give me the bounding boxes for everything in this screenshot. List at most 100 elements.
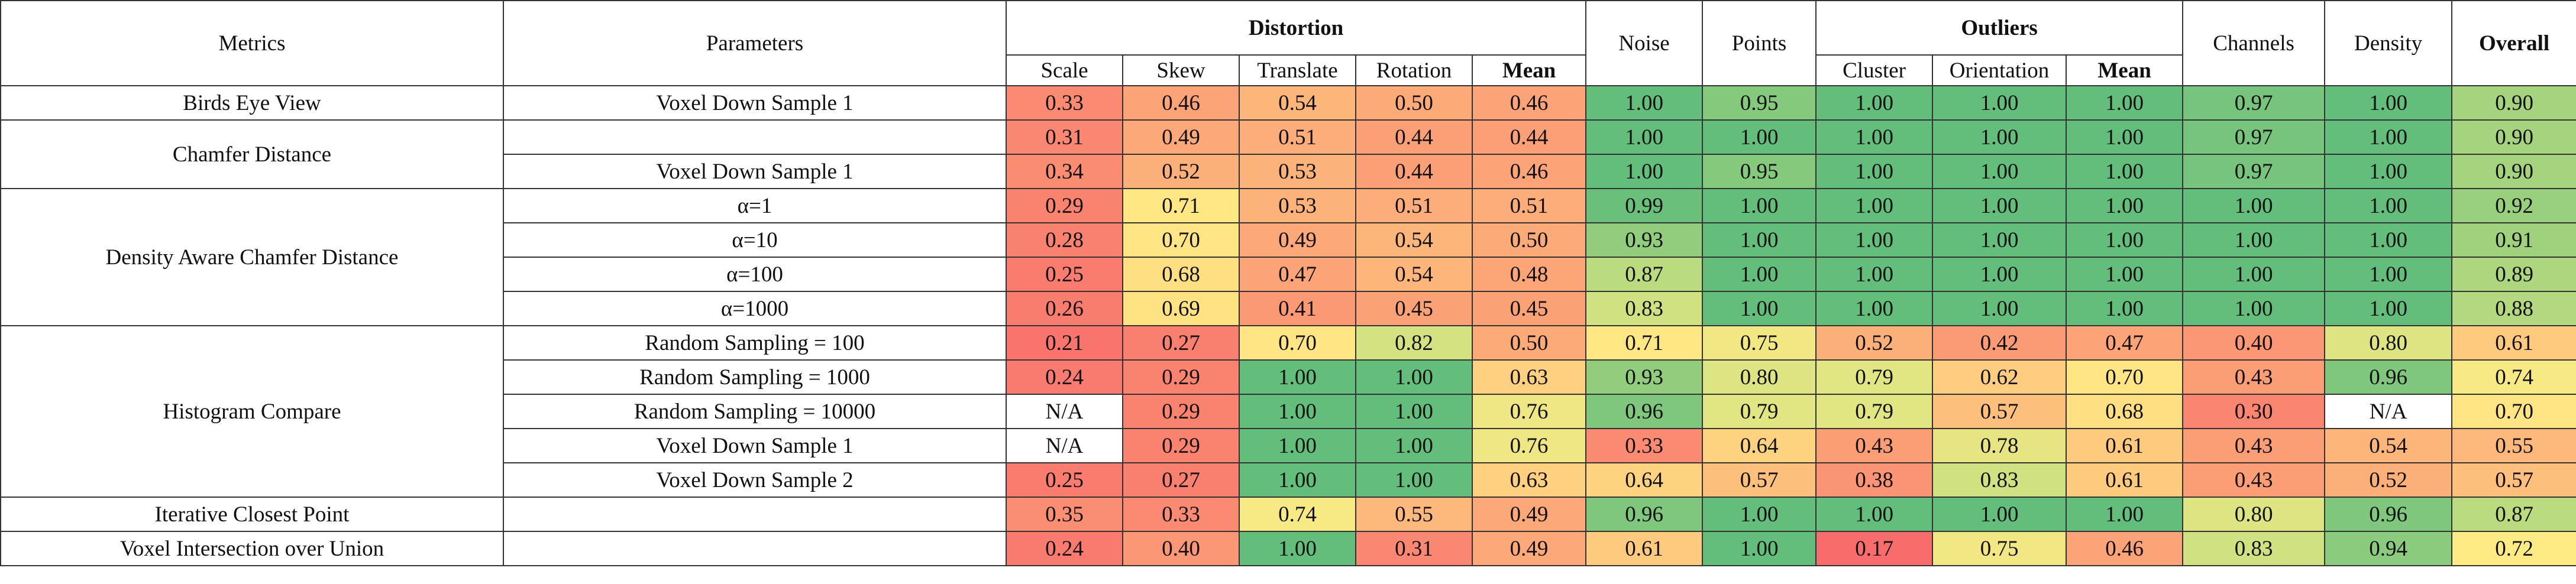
outliers-mean-value-cell: 0.70 [2066,359,2184,395]
table-row: Voxel Intersection over Union 0.24 0.40 1.0… [0,531,2576,566]
subheader-rotation: Rotation [1355,54,1473,86]
subheader-translate: Translate [1239,54,1356,86]
distortion-mean-value-cell: 0.49 [1471,531,1587,566]
table-row: Random Sampling = 1000 0.24 0.29 1.00 1.00 0.… [1,359,2576,395]
density-value-cell: 1.00 [2324,291,2453,326]
cluster-value-cell: 1.00 [1815,291,1934,326]
translate-value-cell: 1.00 [1239,462,1356,498]
scale-value-cell: 0.21 [1006,325,1123,361]
rotation-value-cell: 0.51 [1355,188,1473,223]
channels-value-cell: 1.00 [2182,257,2326,292]
density-value-cell: 0.80 [2324,325,2453,361]
overall-value-cell: 0.88 [2451,291,2576,326]
points-value-cell: 1.00 [1702,222,1817,258]
table-row: Voxel Down Sample 1 N/A 0.29 1.00 1.00 0.76 0.… [1,428,2576,463]
header-noise: Noise [1585,0,1704,86]
noise-value-cell: 0.96 [1585,497,1704,532]
rotation-value-cell: 0.44 [1355,119,1473,155]
distortion-mean-value-cell: 0.46 [1471,85,1587,121]
points-value-cell: 1.00 [1702,531,1817,566]
translate-value-cell: 1.00 [1239,428,1356,463]
translate-value-cell: 0.53 [1239,188,1356,223]
scale-value-cell: 0.28 [1006,222,1123,258]
overall-value-cell: 0.87 [2451,497,2576,532]
points-value-cell: 1.00 [1702,497,1817,532]
scale-value-cell: 0.24 [1006,359,1123,395]
metric-name-cell: Birds Eye View [0,85,504,121]
density-value-cell: 0.52 [2324,462,2453,498]
translate-value-cell: 0.53 [1239,154,1356,189]
translate-value-cell: 0.51 [1239,119,1356,155]
channels-value-cell: 0.97 [2182,119,2326,155]
rotation-value-cell: 0.54 [1355,222,1473,258]
header-density: Density [2324,0,2453,86]
orientation-value-cell: 0.57 [1932,394,2067,429]
header-distortion: Distortion [1005,0,1587,56]
orientation-value-cell: 0.75 [1932,531,2067,566]
overall-value-cell: 0.92 [2451,188,2576,223]
distortion-mean-value-cell: 0.46 [1471,154,1587,189]
points-value-cell: 0.95 [1702,154,1817,189]
rotation-value-cell: 0.44 [1355,154,1473,189]
translate-value-cell: 1.00 [1239,359,1356,395]
channels-value-cell: 1.00 [2182,222,2326,258]
points-value-cell: 0.64 [1702,428,1817,463]
skew-value-cell: 0.46 [1122,85,1240,121]
channels-value-cell: 0.80 [2182,497,2326,532]
scale-value-cell: 0.33 [1006,85,1123,121]
orientation-value-cell: 1.00 [1932,497,2067,532]
cluster-value-cell: 0.79 [1815,359,1934,395]
noise-value-cell: 0.71 [1585,325,1704,361]
channels-value-cell: 1.00 [2182,188,2326,223]
cluster-value-cell: 1.00 [1815,222,1934,258]
metrics-table: Metrics Parameters Distortion Noise Poin… [0,0,2576,566]
metric-name-cell: Chamfer Distance [0,119,504,189]
skew-value-cell: 0.33 [1122,497,1240,532]
distortion-mean-value-cell: 0.45 [1471,291,1587,326]
noise-value-cell: 1.00 [1585,119,1704,155]
orientation-value-cell: 1.00 [1932,291,2067,326]
cluster-value-cell: 1.00 [1815,154,1934,189]
parameter-cell: α=1000 [503,291,1007,326]
parameter-cell: α=10 [503,222,1007,258]
cluster-value-cell: 0.52 [1815,325,1934,361]
translate-value-cell: 0.54 [1239,85,1356,121]
table-row: Iterative Closest Point 0.35 0.33 0.74 0.55 0… [0,497,2576,532]
cluster-value-cell: 1.00 [1815,497,1934,532]
skew-value-cell: 0.69 [1122,291,1240,326]
rotation-value-cell: 0.50 [1355,85,1473,121]
translate-value-cell: 0.49 [1239,222,1356,258]
noise-value-cell: 0.93 [1585,359,1704,395]
skew-value-cell: 0.71 [1122,188,1240,223]
channels-value-cell: 0.40 [2182,325,2326,361]
cluster-value-cell: 1.00 [1815,188,1934,223]
outliers-mean-value-cell: 1.00 [2066,188,2184,223]
table-row: Birds Eye View Voxel Down Sample 1 0.33 0.4… [0,85,2576,121]
header-metrics: Metrics [0,0,504,86]
distortion-mean-value-cell: 0.76 [1471,394,1587,429]
channels-value-cell: 0.83 [2182,531,2326,566]
density-value-cell: 1.00 [2324,154,2453,189]
header-outliers: Outliers [1815,0,2184,56]
header-parameters: Parameters [503,0,1007,86]
outliers-mean-value-cell: 1.00 [2066,222,2184,258]
header-points: Points [1702,0,1817,86]
scale-value-cell: 0.31 [1006,119,1123,155]
density-value-cell: 0.94 [2324,531,2453,566]
rotation-value-cell: 0.82 [1355,325,1473,361]
metric-name-cell: Histogram Compare [0,325,504,498]
noise-value-cell: 0.83 [1585,291,1704,326]
channels-value-cell: 0.43 [2182,359,2326,395]
cluster-value-cell: 0.17 [1815,531,1934,566]
distortion-mean-value-cell: 0.50 [1471,222,1587,258]
translate-value-cell: 0.74 [1239,497,1356,532]
density-value-cell: 0.96 [2324,497,2453,532]
orientation-value-cell: 1.00 [1932,119,2067,155]
subheader-cluster: Cluster [1815,54,1934,86]
overall-value-cell: 0.70 [2451,394,2576,429]
parameter-cell: α=100 [503,257,1007,292]
orientation-value-cell: 1.00 [1932,257,2067,292]
rotation-value-cell: 0.55 [1355,497,1473,532]
distortion-mean-value-cell: 0.50 [1471,325,1587,361]
parameter-cell: α=1 [503,188,1007,223]
